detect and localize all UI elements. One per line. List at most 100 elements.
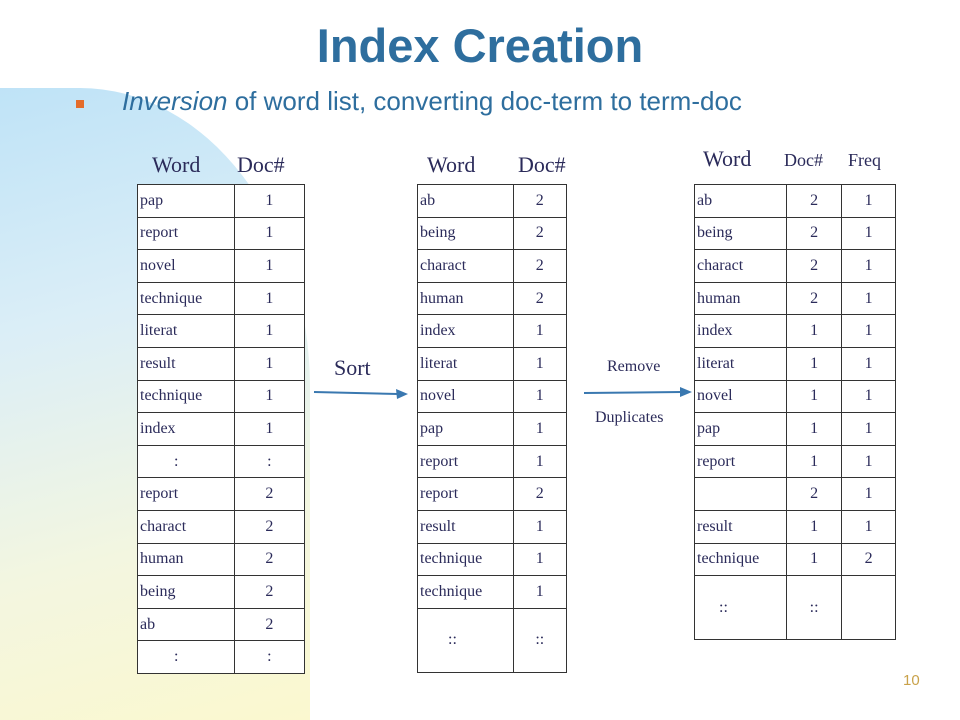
- doc-cell: 2: [233, 607, 306, 642]
- word-cell: technique: [694, 542, 787, 577]
- word-cell: ab: [417, 184, 514, 218]
- table-row: technique 1: [417, 575, 568, 609]
- word-cell: human: [417, 281, 514, 316]
- word-cell: being: [694, 216, 787, 251]
- table-row: result 1: [417, 509, 568, 544]
- word-cell: technique: [137, 281, 235, 316]
- table2-header-word: Word: [427, 152, 476, 177]
- word-cell: charact: [694, 249, 787, 283]
- table-row: technique 1: [417, 542, 568, 577]
- doc-cell: 1: [233, 281, 306, 316]
- sort-label: Sort: [334, 355, 371, 380]
- doc-cell: 1: [785, 346, 843, 381]
- ellipsis-mark: :: [539, 631, 545, 649]
- table-row: report 2: [417, 477, 568, 511]
- word-cell: report: [694, 444, 787, 479]
- table-row: technique 1 2: [694, 542, 896, 577]
- table-row: ::: [137, 444, 306, 479]
- doc-cell: 2: [785, 216, 843, 251]
- doc-cell: 1: [512, 542, 568, 577]
- freq-cell: 2: [841, 542, 896, 577]
- ellipsis-mark: :: [535, 631, 540, 649]
- doc-cell: 1: [233, 249, 306, 283]
- doc-cell: 2: [233, 575, 306, 609]
- table3-header-freq: Freq: [848, 150, 881, 170]
- doc-cell: ::: [512, 607, 568, 673]
- freq-cell: 1: [841, 509, 896, 544]
- doc-cell: 2: [785, 281, 843, 316]
- remove-arrow-icon: [583, 387, 692, 397]
- table-row: charact 2: [137, 509, 306, 544]
- bullet-marker: [76, 100, 84, 108]
- ellipsis-mark: :: [719, 598, 724, 616]
- freq-cell: 1: [841, 346, 896, 381]
- table-row: being 2 1: [694, 216, 896, 251]
- doc-cell: 2: [233, 477, 306, 511]
- table-row: being 2: [137, 575, 306, 609]
- freq-cell: 1: [841, 379, 896, 414]
- table3-header-word: Word: [703, 146, 752, 171]
- word-cell: charact: [417, 249, 514, 283]
- table1-doc-term: pap 1 report 1 novel 1 technique 1 literat 1 resul…: [137, 184, 306, 674]
- table-row: technique 1: [137, 281, 306, 316]
- word-cell: being: [137, 575, 235, 609]
- table-row: pap 1: [417, 412, 568, 446]
- word-cell: technique: [417, 575, 514, 609]
- table-row: literat 1: [417, 346, 568, 381]
- doc-cell: 1: [785, 412, 843, 446]
- word-cell: report: [137, 216, 235, 251]
- slide-subtitle: Inversion of word list, converting doc-t…: [122, 86, 742, 117]
- table-row: report 2: [137, 477, 306, 511]
- doc-cell: 2: [233, 542, 306, 577]
- table-row: report 1 1: [694, 444, 896, 479]
- doc-cell: 1: [233, 184, 306, 218]
- word-cell: :: [137, 444, 235, 479]
- freq-cell: [841, 575, 896, 641]
- word-cell: human: [137, 542, 235, 577]
- doc-cell: 1: [785, 379, 843, 414]
- table-row: human 2: [417, 281, 568, 316]
- table-row: novel 1 1: [694, 379, 896, 414]
- table-row: literat 1 1: [694, 346, 896, 381]
- ellipsis-mark: :: [448, 631, 453, 649]
- freq-cell: 1: [841, 444, 896, 479]
- freq-cell: 1: [841, 281, 896, 316]
- word-cell: index: [417, 314, 514, 348]
- word-cell: :: [137, 640, 235, 674]
- table-row: report 1: [417, 444, 568, 479]
- table-row: ab 2: [417, 184, 568, 218]
- table-row: ab 2 1: [694, 184, 896, 218]
- subtitle-italic: Inversion: [122, 86, 228, 116]
- doc-cell: 1: [785, 542, 843, 577]
- word-cell: novel: [694, 379, 787, 414]
- word-cell: ab: [694, 184, 787, 218]
- table-row: being 2: [417, 216, 568, 251]
- freq-cell: 1: [841, 314, 896, 348]
- freq-cell: 1: [841, 412, 896, 446]
- table1-header-word: Word: [152, 152, 201, 177]
- doc-cell: 1: [233, 412, 306, 446]
- word-cell: charact: [137, 509, 235, 544]
- doc-cell: 2: [512, 281, 568, 316]
- doc-cell: 1: [512, 444, 568, 479]
- table-row: pap 1: [137, 184, 306, 218]
- word-cell: technique: [137, 379, 235, 414]
- doc-cell: 2: [785, 249, 843, 283]
- doc-cell: :: [233, 444, 306, 479]
- table-row: index 1: [417, 314, 568, 348]
- sort-arrow-icon: [313, 389, 408, 399]
- word-cell: pap: [137, 184, 235, 218]
- doc-cell: 1: [512, 575, 568, 609]
- doc-cell: 1: [785, 444, 843, 479]
- table-row: index 1: [137, 412, 306, 446]
- table2-header-doc: Doc#: [518, 152, 566, 177]
- word-cell: report: [137, 477, 235, 511]
- word-cell: ::: [694, 575, 787, 641]
- duplicates-label: Duplicates: [595, 409, 664, 426]
- table1-header-doc: Doc#: [237, 152, 285, 177]
- word-cell: result: [694, 509, 787, 544]
- table-row: ::::: [417, 607, 568, 673]
- ellipsis-mark: :: [723, 598, 728, 616]
- word-cell: result: [417, 509, 514, 544]
